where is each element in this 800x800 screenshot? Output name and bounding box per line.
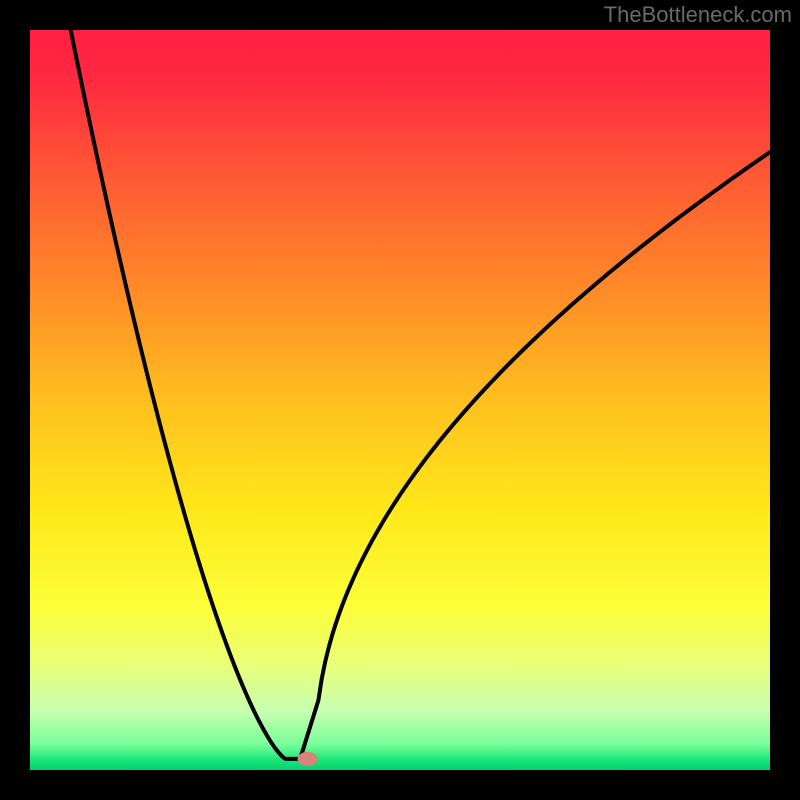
optimum-marker [298,752,318,766]
chart-root: TheBottleneck.com [0,0,800,800]
watermark-text: TheBottleneck.com [604,2,792,28]
plot-area [30,30,770,770]
bottleneck-chart [0,0,800,800]
